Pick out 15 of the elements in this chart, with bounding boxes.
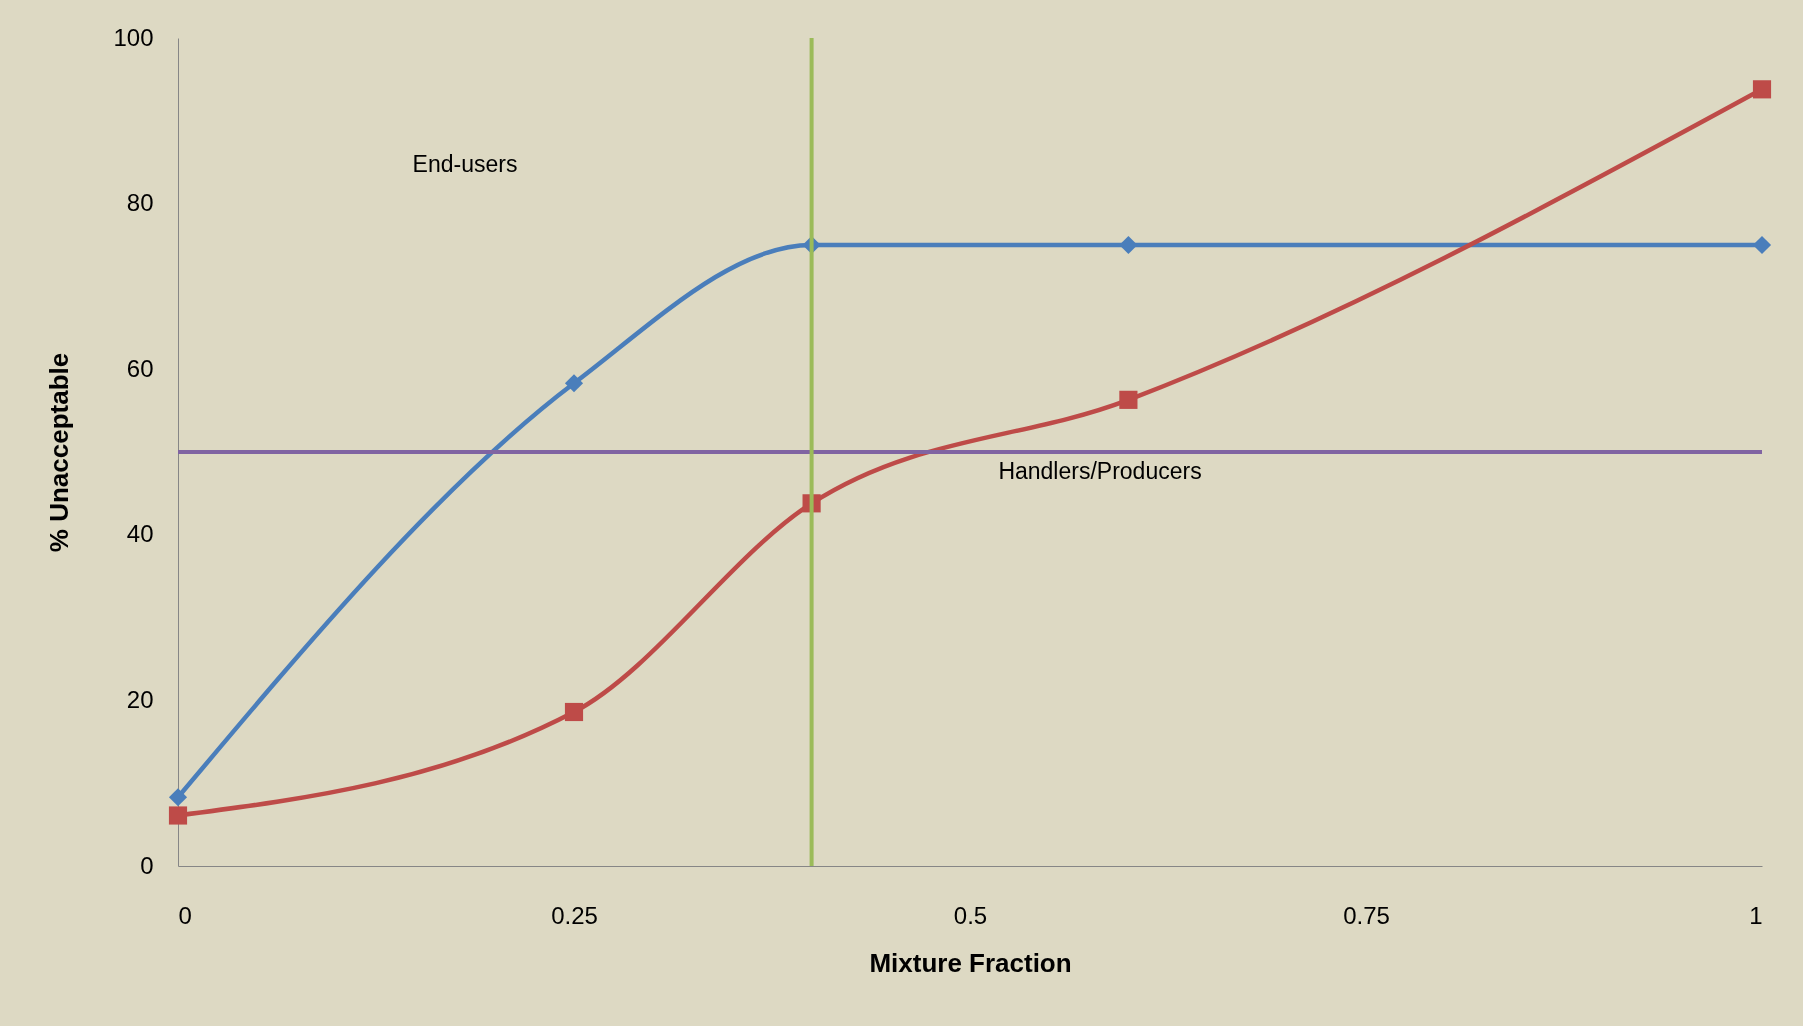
x-axis-title: Mixture Fraction [869,947,1072,978]
y-tick-label: 20 [126,685,154,713]
annotation: Handlers/Producers [998,458,1202,484]
y-tick-label: 40 [126,520,154,548]
x-tick-label: 0 [178,901,192,929]
x-tick-label: 1 [1749,901,1763,929]
y-tick-label: 60 [126,354,154,382]
y-tick-label: 0 [140,851,154,879]
y-axis-title: % Unacceptable [44,352,75,553]
annotation: End-users [412,151,518,177]
y-tick-label: 100 [113,23,154,51]
x-tick-label: 0.75 [1343,901,1390,929]
y-tick-label: 80 [126,189,154,217]
x-tick-label: 0.25 [551,901,598,929]
x-tick-label: 0.5 [953,901,988,929]
